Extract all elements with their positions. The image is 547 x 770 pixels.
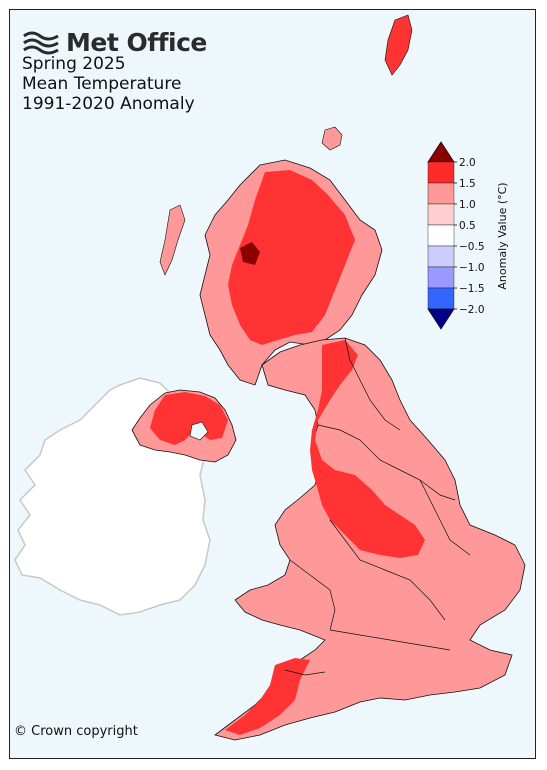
colorbar-band-3 (427, 224, 455, 247)
colorbar-tick-label-4: −0.5 (459, 241, 485, 253)
colorbar-tick-label-1: 1.5 (459, 178, 476, 190)
northern-ireland-warm-core (150, 392, 228, 445)
colorbar-under-triangle (427, 308, 455, 330)
southwest-warm (225, 658, 310, 735)
colorbar-band-2 (427, 203, 455, 226)
map-title: Spring 2025 Mean Temperature 1991-2020 A… (22, 54, 195, 114)
scotland-hotspot (240, 242, 260, 265)
colorbar-tick-label-7: −2.0 (459, 304, 485, 316)
north-england-warm (310, 340, 425, 558)
met-office-logo: Met Office (22, 28, 207, 57)
colorbar-ticks: 2.0 1.5 1.0 0.5 −0.5 −1.0 −1.5 −2.0 (454, 157, 485, 316)
colorbar-band-5 (427, 266, 455, 289)
colorbar-tick-label-5: −1.0 (459, 262, 485, 274)
colorbar-band-1 (427, 182, 455, 205)
colorbar-over-triangle (427, 141, 455, 163)
title-line-2: Mean Temperature (22, 74, 182, 94)
colorbar: 2.0 1.5 1.0 0.5 −0.5 −1.0 −1.5 −2.0 Anomaly Val… (427, 141, 509, 330)
colorbar-tick-label-2: 1.0 (459, 199, 476, 211)
colorbar-band-4 (427, 245, 455, 268)
shetland (384, 14, 413, 76)
region-boundaries (284, 337, 471, 676)
outer-hebrides (159, 204, 186, 276)
title-line-1: Spring 2025 (22, 54, 126, 74)
copyright-text: © Crown copyright (14, 724, 138, 739)
colorbar-bands (427, 161, 455, 310)
colorbar-tick-label-0: 2.0 (459, 157, 476, 169)
colorbar-tick-label-3: 0.5 (459, 220, 476, 232)
met-office-wave-icon (23, 31, 59, 54)
lough-neagh (189, 421, 209, 441)
logo-text: Met Office (66, 28, 207, 57)
scotland-warm-core (228, 170, 355, 345)
colorbar-tick-label-6: −1.5 (459, 283, 485, 295)
colorbar-band-0 (427, 161, 455, 184)
colorbar-label: Anomaly Value (°C) (496, 182, 509, 289)
orkney (321, 126, 343, 151)
colorbar-band-6 (427, 287, 455, 310)
title-line-3: 1991-2020 Anomaly (22, 94, 195, 114)
